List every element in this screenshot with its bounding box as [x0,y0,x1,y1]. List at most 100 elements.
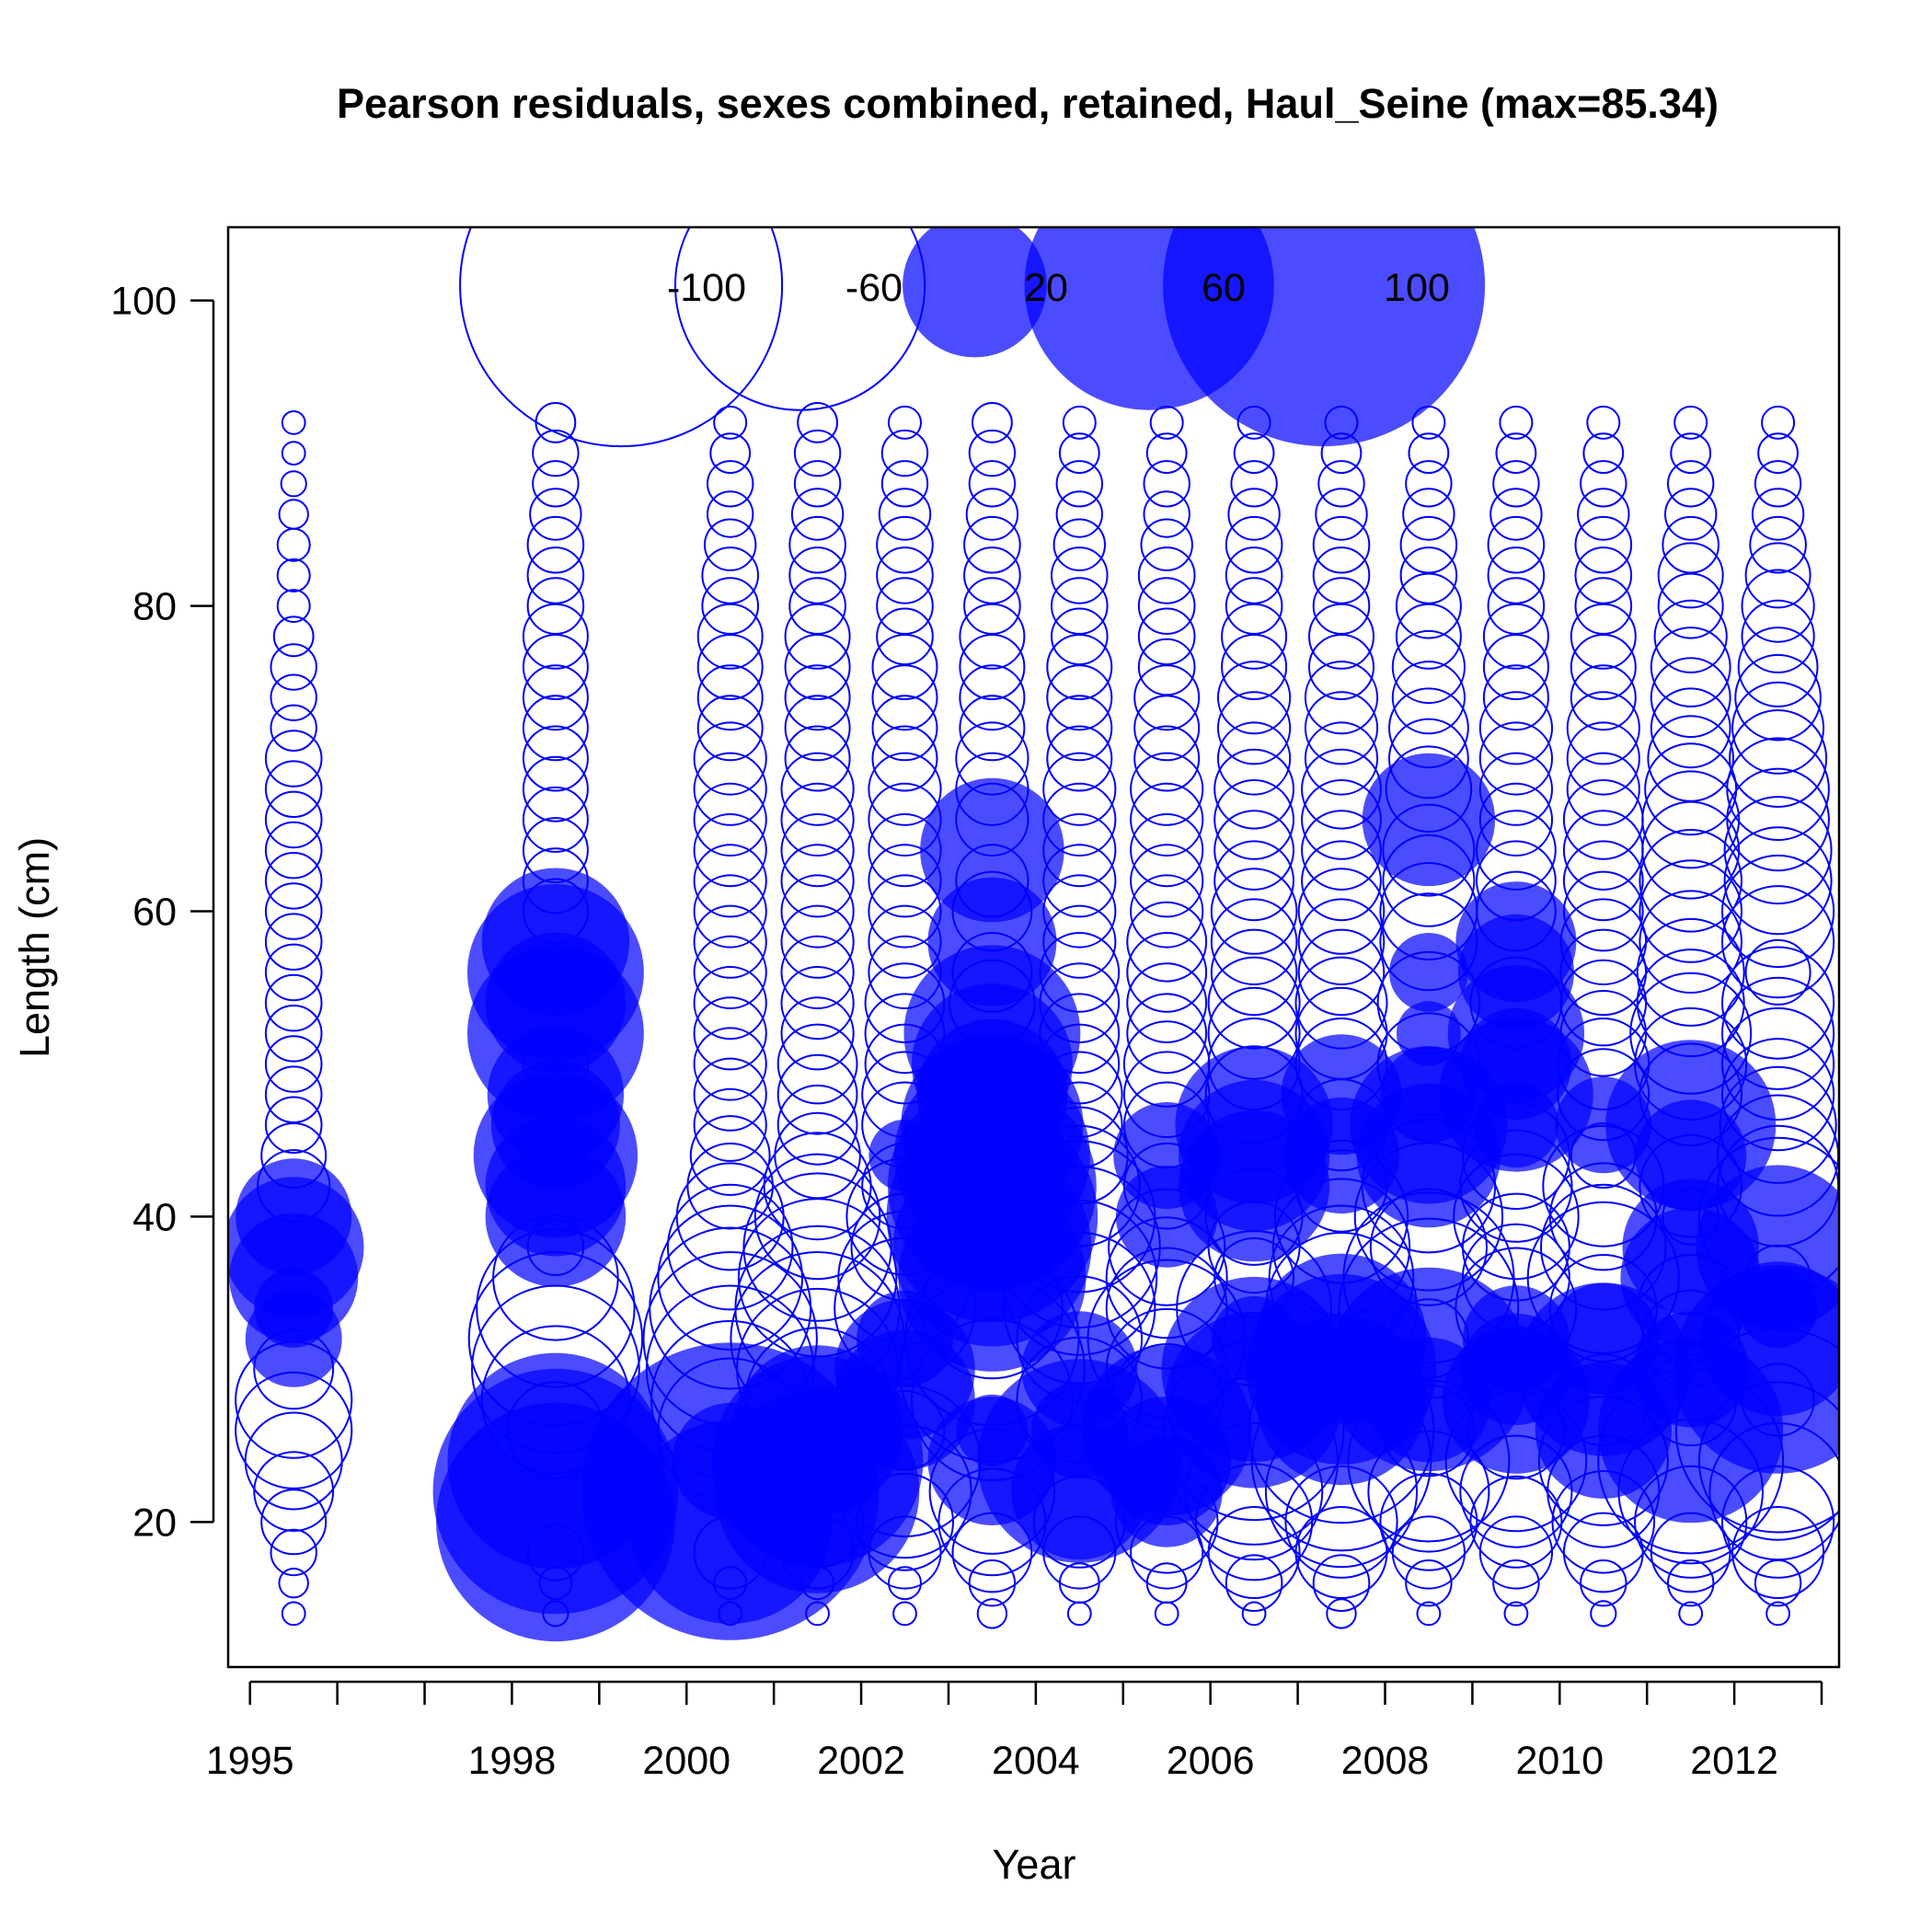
residual-bubble [1312,546,1371,604]
residual-bubble [780,874,855,949]
residual-bubble [1754,460,1802,508]
residual-bubble [689,1115,771,1196]
residual-bubble [1126,962,1208,1043]
residual-bubble [701,546,760,604]
residual-bubble [1566,752,1640,826]
residual-bubble [1036,1081,1123,1169]
residual-bubble [1221,634,1288,700]
residual-bubble [1721,946,1835,1060]
residual-bubble [1489,488,1543,541]
residual-bubble [1395,603,1462,670]
residual-bubble [1650,657,1731,739]
residual-bubble [868,1515,942,1590]
residual-bubble [1055,460,1104,508]
residual-bubble [1469,1475,1563,1569]
residual-bubble [532,429,580,477]
residual-bubble [276,589,311,624]
residual-bubble [522,634,589,700]
residual-bubble [693,1027,767,1101]
legend [459,227,1486,448]
residual-bubble [1487,546,1546,604]
residual-bubble [1395,572,1462,639]
residual-bubble [1636,917,1745,1027]
y-tick-label: 100 [110,280,177,324]
residual-bubble [1726,737,1830,842]
residual-bubble [1217,691,1292,765]
y-axis: 20 40 60 80 100 [110,280,215,1545]
y-tick-label: 60 [132,890,177,934]
residual-bubble [763,1132,872,1241]
residual-bubble [1221,603,1288,670]
residual-bubble [696,695,764,762]
residual-bubble [1294,956,1388,1050]
residual-bubble [264,882,323,940]
residual-bubble [959,695,1026,762]
residual-bubble [1577,488,1630,541]
residual-bubble [264,821,323,880]
residual-bubble [1230,460,1278,508]
residual-bubble [526,515,585,574]
residual-bubble [264,913,323,972]
residual-bubble [1225,546,1283,604]
residual-bubble [1213,810,1294,891]
residual-bubble [1317,460,1365,508]
residual-bubble [780,782,855,857]
residual-bubble [1207,956,1301,1050]
residual-bubble [481,868,630,1016]
residual-bubble [1639,829,1742,933]
residual-bubble [784,725,851,792]
legend-bubble [903,227,1047,358]
residual-bubble [1570,634,1637,700]
y-tick-label: 80 [132,585,177,629]
residual-bubble [784,695,851,762]
residual-bubble [1385,745,1473,834]
residual-bubble [264,1096,323,1155]
residual-bubble [1145,432,1188,475]
residual-bubble [1213,779,1294,860]
residual-bubble [780,904,855,979]
residual-bubble [693,935,767,1010]
residual-bubble [1389,933,1468,1012]
residual-bubble [270,704,317,752]
residual-bubble [1482,634,1549,700]
residual-bubble [1696,1165,1839,1329]
residual-bubble [1042,874,1117,949]
residual-bubble [1455,881,1577,1003]
residual-bubble [281,410,306,435]
residual-bubble [880,429,929,477]
residual-bubble [1647,715,1734,802]
residual-bubble [264,852,323,910]
residual-bubble [709,432,752,475]
residual-bubble [522,725,589,792]
residual-bubble [1673,405,1708,440]
residual-bubble [526,546,585,604]
residual-bubble [1402,488,1455,541]
residual-bubble [1476,810,1557,891]
residual-bubble [666,1183,794,1311]
x-axis: 1995 1998 2000 2002 2004 2006 2008 2010 2012 [206,1680,1823,1783]
residual-bubble [1130,752,1204,826]
residual-bubble [788,515,846,574]
y-tick-label: 20 [132,1501,177,1545]
residual-bubble [780,966,855,1041]
residual-bubble [959,664,1026,731]
x-tick-label: 1995 [206,1739,294,1783]
residual-bubble [522,817,589,884]
residual-bubble [696,664,764,731]
residual-bubble [522,695,589,762]
residual-bubble [790,488,845,541]
residual-bubble [972,402,1013,443]
residual-bubble [270,643,317,691]
residual-bubble [1143,490,1190,538]
residual-bubble [529,488,582,541]
residual-bubble [1741,599,1815,673]
residual-bubble [1562,870,1644,952]
chart-title: Pearson residuals, sexes combined, retai… [337,80,1719,127]
residual-bubble [1562,840,1644,922]
residual-bubble [856,1472,954,1571]
residual-bubble [1405,1559,1453,1607]
residual-bubble [776,1023,858,1105]
residual-bubble [868,752,942,826]
residual-bubble [955,752,1029,826]
residual-bubble [797,402,838,443]
